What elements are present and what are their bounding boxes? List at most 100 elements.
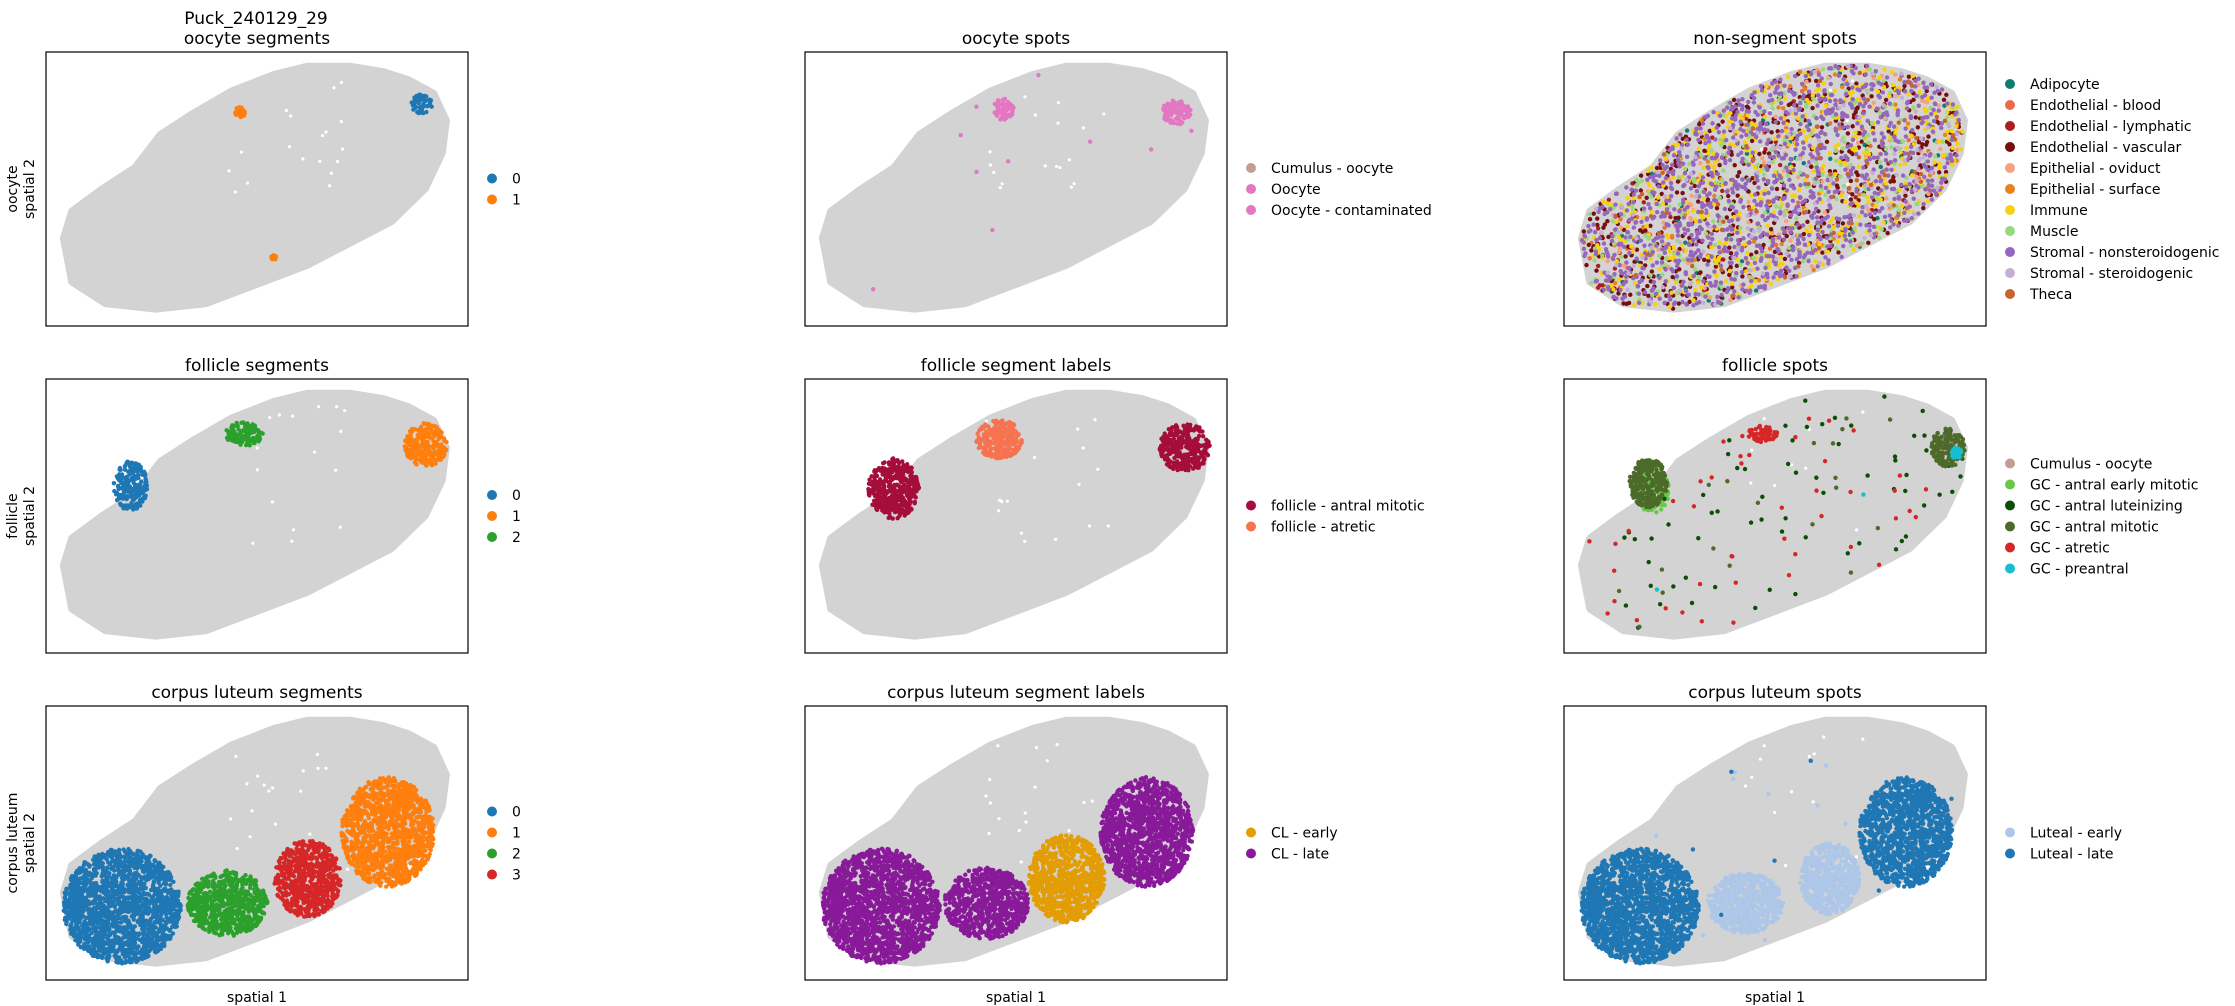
spot: [1947, 142, 1952, 147]
spot: [1749, 278, 1754, 284]
legend-marker: [2005, 163, 2015, 173]
spot: [127, 470, 133, 476]
spot: [1692, 267, 1698, 272]
spot: [1594, 278, 1600, 284]
spot: [1685, 204, 1690, 210]
spot: [1837, 125, 1843, 131]
series-10: [1593, 64, 1959, 308]
spot: [1667, 304, 1673, 309]
spot: [1892, 161, 1897, 166]
spot: [1766, 199, 1772, 204]
spot: [1715, 180, 1720, 185]
spot: [1002, 117, 1007, 122]
spot: [1682, 231, 1688, 236]
spot: [1716, 245, 1722, 250]
spot: [1768, 226, 1774, 232]
spot: [1849, 201, 1855, 206]
spot: [1770, 254, 1776, 259]
spot: [1897, 188, 1903, 193]
spot: [1175, 446, 1181, 451]
spot: [1804, 163, 1810, 168]
spot: [1781, 105, 1786, 111]
spot: [1203, 449, 1208, 455]
spot: [233, 437, 239, 442]
spot: [130, 498, 136, 503]
legend-label: Adipocyte: [2030, 77, 2100, 93]
spot: [1853, 195, 1858, 200]
spot: [1922, 174, 1927, 180]
legend-label: Stromal - steroidogenic: [2030, 266, 2193, 282]
spot: [1759, 88, 1765, 93]
spot: [869, 488, 874, 493]
spot: [1841, 243, 1846, 249]
spot: [1602, 222, 1608, 227]
spot: [1677, 220, 1682, 226]
spot: [1760, 155, 1765, 161]
spot: [1888, 179, 1893, 184]
spot: [1745, 113, 1750, 118]
spot: [1881, 78, 1886, 84]
spot: [1815, 224, 1821, 229]
spot: [1771, 199, 1776, 204]
spot: [1600, 283, 1605, 288]
spot: [1911, 97, 1916, 103]
spot: [1886, 93, 1892, 99]
spot: [1729, 237, 1734, 242]
spot: [1817, 260, 1822, 266]
spot: [1718, 263, 1724, 269]
tissue-gap: [316, 405, 321, 409]
spot: [1785, 173, 1791, 178]
spot: [1720, 177, 1725, 183]
spot: [1777, 162, 1783, 168]
spot: [1769, 186, 1775, 191]
spot: [887, 505, 893, 510]
spot: [1789, 135, 1794, 140]
spot: [407, 449, 413, 454]
spot: [1672, 207, 1677, 212]
spot: [112, 488, 117, 494]
spot: [1715, 171, 1720, 177]
spot: [1729, 119, 1735, 124]
spot: [1857, 70, 1862, 76]
spot: [1889, 167, 1894, 173]
spot: [1898, 150, 1903, 155]
spot: [1710, 236, 1715, 242]
spot: [1881, 135, 1887, 140]
spot: [1675, 251, 1681, 256]
spot: [1634, 177, 1639, 183]
spot: [1772, 180, 1777, 185]
legend-label: Epithelial - oviduct: [2030, 161, 2161, 177]
spot: [1825, 177, 1831, 183]
tissue-gap: [984, 419, 988, 423]
spot: [1949, 158, 1955, 163]
spot: [1864, 172, 1869, 178]
spot: [1718, 280, 1724, 285]
spot: [1733, 209, 1739, 214]
spot: [1754, 174, 1759, 180]
spot: [1687, 161, 1692, 167]
spot: [1689, 257, 1695, 263]
spot: [1881, 220, 1886, 225]
spot: [1701, 257, 1707, 262]
spot: [1699, 209, 1704, 215]
spot: [1712, 164, 1717, 169]
spot: [1751, 205, 1756, 210]
spot: [1896, 208, 1902, 213]
spot: [118, 502, 124, 508]
spot: [1174, 432, 1180, 438]
spot: [1192, 444, 1198, 449]
legend-marker: [2005, 205, 2015, 215]
spot: [1662, 193, 1668, 199]
spot: [1884, 75, 1890, 80]
spot: [1738, 262, 1743, 267]
spot: [416, 428, 422, 434]
spot: [1939, 87, 1945, 92]
spot: [1801, 172, 1806, 177]
spot: [117, 496, 122, 501]
spot: [440, 449, 445, 455]
legend-marker: [2005, 268, 2015, 278]
spot: [1760, 271, 1766, 276]
legend-marker: [2005, 226, 2015, 236]
spot: [1719, 143, 1724, 148]
spot: [1886, 129, 1891, 134]
